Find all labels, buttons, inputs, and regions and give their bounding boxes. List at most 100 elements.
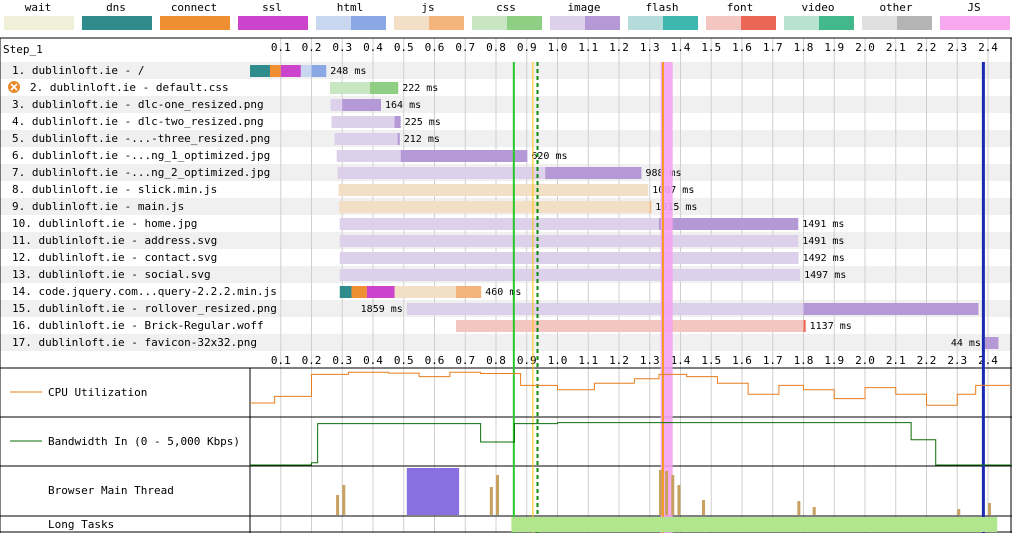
header-row [0, 38, 1012, 62]
request-bar-waiting [329, 82, 370, 94]
connection-bar-dns [250, 65, 270, 77]
row-background [0, 334, 1012, 351]
thread-activity-spike [489, 487, 493, 515]
tick-label-top: 1.3 [640, 41, 660, 54]
request-label: 6. dublinloft.ie -...ng_1_optimized.jpg [12, 149, 270, 162]
legend-swatch [238, 16, 308, 30]
legend-swatch [82, 16, 152, 30]
legend-swatch-request [316, 16, 351, 30]
tick-label-top: 2.4 [978, 41, 998, 54]
row-background [0, 96, 1012, 113]
tick-label-bottom: 1.6 [732, 354, 752, 367]
legend-item-js-execution: JS Execution [936, 0, 1012, 34]
tick-label-top: 1.6 [732, 41, 752, 54]
request-duration: 212 ms [404, 134, 440, 145]
tick-label-top: 2.2 [917, 41, 937, 54]
request-bar-waiting [330, 99, 343, 111]
row-background [0, 283, 1012, 300]
connection-bar-ssl [280, 65, 301, 77]
legend-label: video [801, 1, 835, 14]
request-duration: 1491 ms [802, 219, 844, 230]
request-bar-download [342, 99, 381, 111]
tick-label-top: 0.6 [425, 41, 445, 54]
row-background [0, 79, 1012, 96]
tick-label-top: 2.0 [855, 41, 875, 54]
request-bar-download [456, 286, 482, 298]
tick-label-top: 0.5 [394, 41, 414, 54]
request-bar-download [984, 337, 999, 349]
tick-label-top: 1.8 [794, 41, 814, 54]
legend-label: other [879, 1, 913, 14]
legend-label: ssl [262, 1, 282, 14]
request-duration: 248 ms [330, 66, 366, 77]
tick-label-top: 0.4 [363, 41, 383, 54]
request-label: 17. dublinloft.ie - favicon-32x32.png [12, 336, 257, 349]
tick-label-top: 1.0 [548, 41, 568, 54]
legend-swatch-request [394, 16, 429, 30]
request-bar-download [545, 167, 642, 179]
request-bar-waiting [406, 303, 804, 315]
thread-activity-spike [988, 503, 991, 515]
request-bar-download [311, 65, 327, 77]
legend-label: css [496, 1, 516, 14]
long-tasks-label: Long Tasks [48, 518, 114, 531]
request-bar-waiting [339, 218, 659, 230]
legend-swatch-request [706, 16, 741, 30]
request-bar-waiting [339, 269, 801, 281]
request-label: 2. dublinloft.ie - default.css [30, 81, 229, 94]
tick-label-bottom: 2.4 [978, 354, 998, 367]
tick-label-top: 2.1 [886, 41, 906, 54]
request-bar-waiting [336, 150, 401, 162]
legend-item-html: html [312, 0, 388, 34]
row-background [0, 62, 1012, 79]
request-duration: 44 ms [951, 338, 981, 349]
step-label: Step_1 [3, 43, 43, 56]
request-label: 8. dublinloft.ie - slick.min.js [12, 183, 217, 196]
legend-label: connect [170, 1, 218, 14]
legend-swatch-download [585, 16, 620, 30]
tick-label-bottom: 0.1 [271, 354, 291, 367]
thread-activity-spike [957, 509, 961, 515]
request-duration: 460 ms [485, 287, 521, 298]
legend-item-js: js [390, 0, 466, 34]
tick-label-bottom: 1.9 [824, 354, 844, 367]
request-bar-download [369, 82, 399, 94]
request-label: 15. dublinloft.ie - rollover_resized.png [12, 302, 277, 315]
legend-swatch-download [819, 16, 854, 30]
connection-bar-ssl [366, 286, 395, 298]
tick-label-bottom: 0.4 [363, 354, 383, 367]
legend-item-css: css [468, 0, 544, 34]
tick-label-bottom: 0.3 [332, 354, 352, 367]
tick-label-bottom: 2.2 [917, 354, 937, 367]
legend-label: font [726, 1, 754, 14]
legend-item-image: image [546, 0, 622, 34]
request-bar-waiting [456, 320, 804, 332]
cpu-trace [250, 371, 1011, 406]
tick-label-bottom: 1.3 [640, 354, 660, 367]
legend-swatch-download [663, 16, 698, 30]
request-bar-download [400, 150, 528, 162]
legend-swatch-request [472, 16, 507, 30]
tick-label-bottom: 2.0 [855, 354, 875, 367]
request-label: 9. dublinloft.ie - main.js [12, 200, 184, 213]
tick-label-top: 0.2 [302, 41, 322, 54]
legend-item-other: other [858, 0, 934, 34]
request-bar-waiting [331, 116, 395, 128]
legend-swatch-download [741, 16, 776, 30]
thread-activity-spike [658, 470, 662, 515]
connection-bar-dns [339, 286, 352, 298]
legend-item-wait: wait [0, 0, 76, 34]
legend: wait dns connect ssl html js css image flash font… [0, 0, 1012, 36]
request-bar-waiting [339, 252, 799, 264]
request-bar-download [397, 133, 400, 145]
thread-activity-spike [812, 507, 816, 515]
legend-label: js [421, 1, 435, 14]
legend-swatch-download [897, 16, 932, 30]
thread-activity-spike [677, 485, 681, 515]
request-duration: 1859 ms [361, 304, 403, 315]
thread-activity-spike [797, 501, 801, 515]
tick-label-bottom: 0.9 [517, 354, 537, 367]
tick-label-top: 1.5 [701, 41, 721, 54]
request-bar-waiting [339, 235, 799, 247]
